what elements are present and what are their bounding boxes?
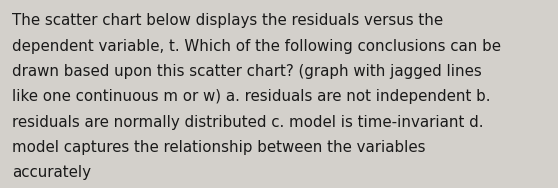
Text: residuals are normally distributed c. model is time-invariant d.: residuals are normally distributed c. mo… [12, 115, 484, 130]
Text: drawn based upon this scatter chart? (graph with jagged lines: drawn based upon this scatter chart? (gr… [12, 64, 482, 79]
Text: The scatter chart below displays the residuals versus the: The scatter chart below displays the res… [12, 13, 444, 28]
Text: accurately: accurately [12, 165, 92, 180]
Text: dependent variable, t. Which of the following conclusions can be: dependent variable, t. Which of the foll… [12, 39, 501, 54]
Text: model captures the relationship between the variables: model captures the relationship between … [12, 140, 426, 155]
Text: like one continuous m or w) a. residuals are not independent b.: like one continuous m or w) a. residuals… [12, 89, 491, 104]
